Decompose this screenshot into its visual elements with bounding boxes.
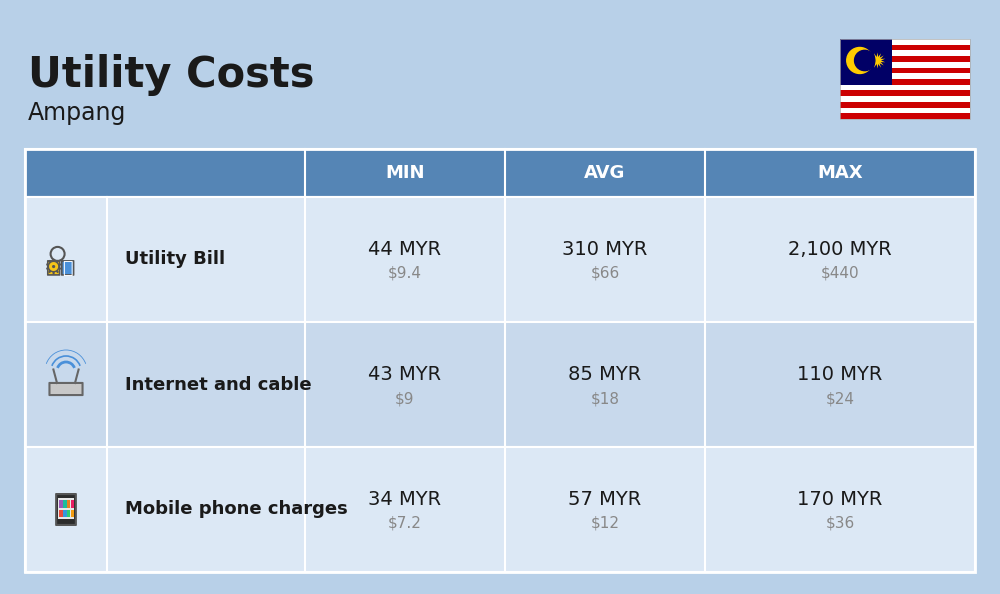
Bar — [840, 68, 970, 73]
Bar — [67, 510, 70, 517]
Text: $7.2: $7.2 — [388, 516, 422, 531]
Bar — [25, 322, 975, 447]
Bar — [840, 56, 970, 62]
Text: $36: $36 — [825, 516, 855, 531]
FancyBboxPatch shape — [56, 494, 76, 525]
Bar — [58, 498, 74, 519]
Bar — [840, 50, 970, 56]
Bar — [63, 510, 67, 517]
Text: $9: $9 — [395, 391, 415, 406]
Bar — [840, 45, 970, 50]
Text: $9.4: $9.4 — [388, 266, 422, 281]
Text: MAX: MAX — [817, 164, 863, 182]
Text: 2,100 MYR: 2,100 MYR — [788, 240, 892, 259]
Polygon shape — [870, 52, 885, 68]
Text: MIN: MIN — [385, 164, 425, 182]
Text: ⚙: ⚙ — [44, 258, 63, 278]
Text: $12: $12 — [590, 516, 620, 531]
Bar — [25, 197, 975, 322]
Text: $24: $24 — [826, 391, 854, 406]
Bar — [840, 113, 970, 119]
Circle shape — [847, 48, 873, 74]
Bar — [63, 500, 67, 507]
Text: Utility Costs: Utility Costs — [28, 54, 314, 96]
Bar — [25, 149, 975, 197]
Text: 85 MYR: 85 MYR — [568, 365, 642, 384]
Bar — [840, 90, 970, 96]
Text: $18: $18 — [590, 391, 620, 406]
Bar — [67, 500, 70, 507]
Bar — [71, 500, 74, 507]
Text: Internet and cable: Internet and cable — [125, 375, 312, 393]
Text: Mobile phone charges: Mobile phone charges — [125, 501, 348, 519]
Text: 34 MYR: 34 MYR — [368, 490, 442, 509]
Text: Ampang: Ampang — [28, 101, 126, 125]
Bar — [59, 510, 63, 517]
Bar — [840, 39, 970, 45]
Bar — [840, 96, 970, 102]
Bar — [840, 85, 970, 90]
Text: 🚿: 🚿 — [62, 259, 73, 277]
Bar — [840, 79, 970, 85]
Bar — [71, 510, 74, 517]
Text: 43 MYR: 43 MYR — [368, 365, 442, 384]
Bar — [840, 62, 970, 68]
Bar — [25, 149, 975, 572]
Text: 170 MYR: 170 MYR — [797, 490, 883, 509]
Bar — [840, 102, 970, 108]
Text: 44 MYR: 44 MYR — [368, 240, 442, 259]
FancyBboxPatch shape — [62, 261, 74, 275]
Bar — [840, 73, 970, 79]
Bar — [25, 447, 975, 572]
Bar — [59, 500, 63, 507]
Circle shape — [855, 50, 875, 71]
Text: 57 MYR: 57 MYR — [568, 490, 642, 509]
Text: $440: $440 — [821, 266, 859, 281]
Bar — [840, 39, 892, 85]
Bar — [840, 108, 970, 113]
Text: 110 MYR: 110 MYR — [797, 365, 883, 384]
FancyBboxPatch shape — [48, 261, 60, 275]
FancyBboxPatch shape — [49, 383, 83, 395]
Text: 310 MYR: 310 MYR — [562, 240, 648, 259]
Text: $66: $66 — [590, 266, 620, 281]
Text: AVG: AVG — [584, 164, 626, 182]
Bar — [840, 39, 970, 119]
Text: Utility Bill: Utility Bill — [125, 251, 225, 268]
